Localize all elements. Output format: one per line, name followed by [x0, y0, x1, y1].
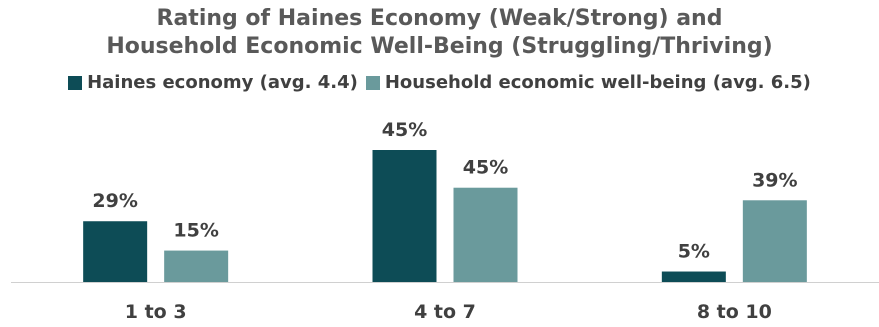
x-tick-label-8-to-10: 8 to 10 — [697, 301, 772, 323]
data-label-series-0-1-to-3: 29% — [92, 190, 137, 212]
legend-label-haines-economy: Haines economy (avg. 4.4) — [87, 72, 358, 93]
bar-series-0-1-to-3 — [83, 221, 148, 282]
data-label-series-1-4-to-7: 45% — [463, 157, 508, 179]
data-label-series-0-8-to-10: 5% — [678, 241, 710, 263]
legend-swatch-haines-economy — [68, 75, 83, 90]
bar-series-0-4-to-7 — [372, 150, 437, 282]
chart-title-line-1: Rating of Haines Economy (Weak/Strong) a… — [156, 6, 723, 31]
data-label-series-1-8-to-10: 39% — [752, 169, 797, 191]
data-label-series-1-1-to-3: 15% — [173, 220, 218, 242]
legend-swatch-household-wellbeing — [365, 75, 380, 90]
bar-series-1-1-to-3 — [164, 250, 229, 282]
data-label-series-0-4-to-7: 45% — [382, 119, 427, 141]
legend-item-household-wellbeing: Household economic well-being (avg. 6.5) — [365, 72, 811, 93]
x-tick-label-4-to-7: 4 to 7 — [414, 301, 476, 323]
legend-label-household-wellbeing: Household economic well-being (avg. 6.5) — [384, 72, 811, 93]
bar-series-0-8-to-10 — [661, 271, 726, 282]
legend: Haines economy (avg. 4.4) Household econ… — [0, 72, 879, 93]
x-tick-label-1-to-3: 1 to 3 — [125, 301, 187, 323]
bar-series-1-4-to-7 — [453, 187, 518, 282]
chart-title-line-2: Household Economic Well-Being (Strugglin… — [106, 34, 773, 59]
bar-series-1-8-to-10 — [742, 200, 807, 282]
legend-item-haines-economy: Haines economy (avg. 4.4) — [68, 72, 358, 93]
